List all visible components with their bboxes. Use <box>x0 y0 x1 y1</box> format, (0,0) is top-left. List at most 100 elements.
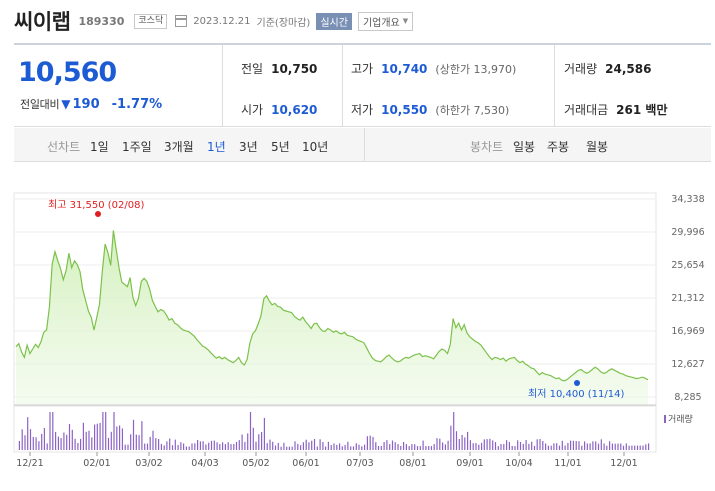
volume-bar <box>313 439 316 450</box>
volume-bar <box>99 423 101 450</box>
volume-bar <box>213 440 215 450</box>
tab-1w[interactable]: 1주일 <box>122 140 152 154</box>
quote-panel: 10,560 전일대비 ▼ 190 -1.77% 전일 10,750 시가 10… <box>14 43 711 127</box>
volume-bar <box>21 429 23 450</box>
stock-header: 씨이랩 189330 코스닥 2023.12.21 기준(장마감) 실시간 기업… <box>14 6 414 36</box>
volume-bar <box>606 445 608 450</box>
high-cell: 고가 10,740 (상한가 13,970) <box>351 60 516 77</box>
volume-bar <box>216 442 218 450</box>
low-marker <box>574 380 580 386</box>
realtime-button[interactable]: 실시간 <box>316 12 352 30</box>
volume-bar <box>46 443 48 450</box>
low-cell: 저가 10,550 (하한가 7,530) <box>351 101 509 118</box>
volume-bar <box>327 441 329 450</box>
volume-bar <box>105 412 107 450</box>
volume-bar <box>333 443 335 450</box>
volume-bar <box>80 438 82 450</box>
volume-bar <box>210 440 213 450</box>
tab-3m[interactable]: 3개월 <box>164 140 194 154</box>
volume-bar <box>625 443 627 450</box>
volume-bar <box>222 442 224 450</box>
volume-bar <box>230 444 232 450</box>
y-tick-label: 29,996 <box>671 227 704 238</box>
volume-bar <box>422 440 424 450</box>
volume-bar <box>249 412 252 450</box>
volume-bar <box>567 443 569 450</box>
volume-bar <box>135 434 137 450</box>
volume-bar <box>127 444 129 450</box>
volume-bar <box>503 444 505 450</box>
volume-bar <box>57 436 59 450</box>
tab-3y[interactable]: 3년 <box>239 140 258 154</box>
tab-monthly[interactable]: 월봉 <box>586 140 609 154</box>
tab-weekly[interactable]: 주봉 <box>547 140 570 154</box>
volume-bar <box>391 440 394 450</box>
volume-bar <box>494 442 497 450</box>
volume-bar <box>361 446 363 450</box>
volume-bar <box>171 445 174 450</box>
tab-1y[interactable]: 1년 <box>207 140 226 154</box>
volume-bar <box>247 433 249 450</box>
volume-bar <box>205 444 207 450</box>
volume-bar <box>286 446 288 450</box>
volume-bar <box>305 439 307 450</box>
volume-bar <box>302 442 304 450</box>
volume-bar <box>628 445 630 450</box>
volume-bar <box>636 445 639 450</box>
volume-bar <box>386 440 388 450</box>
volume-bar <box>394 442 396 450</box>
volume-bar <box>600 439 602 450</box>
volume-bar <box>183 443 185 450</box>
volume-bar <box>194 443 196 450</box>
company-info-dropdown[interactable]: 기업개요 ▼ <box>357 11 414 31</box>
volume-bar <box>500 444 502 450</box>
volume-value: 24,586 <box>605 61 652 76</box>
tab-daily[interactable]: 일봉 <box>513 140 536 154</box>
volume-bar <box>444 444 446 450</box>
volume-bar <box>24 435 26 450</box>
volume-bar <box>227 442 229 450</box>
volume-bar <box>60 438 62 450</box>
current-price-box: 10,560 전일대비 ▼ 190 -1.77% <box>14 45 223 127</box>
volume-bar <box>68 424 71 450</box>
volume-bar <box>517 440 519 450</box>
volume-bar <box>481 442 483 450</box>
price-area <box>16 230 648 405</box>
volume-legend-swatch <box>664 414 666 423</box>
volume-panel <box>13 405 657 453</box>
volume-bar <box>508 442 510 450</box>
tab-5y[interactable]: 5년 <box>271 140 290 154</box>
volume-bar <box>433 444 435 450</box>
y-tick-label: 8,285 <box>674 392 701 403</box>
volume-bar <box>380 446 382 450</box>
volume-bar <box>478 444 480 450</box>
prev-close-value: 10,750 <box>271 61 318 76</box>
volume-bar <box>74 438 76 450</box>
y-tick-label: 21,312 <box>671 293 704 304</box>
volume-bar <box>149 436 151 450</box>
volume-bar <box>542 441 544 450</box>
prev-close-cell: 전일 10,750 <box>241 60 317 77</box>
volume-bar <box>43 428 45 450</box>
volume-bar <box>475 443 477 450</box>
tab-1d[interactable]: 1일 <box>90 140 109 154</box>
volume-bar <box>316 446 318 450</box>
volume-bar <box>531 441 533 450</box>
high-label: 고가 <box>351 62 374 76</box>
volume-bar <box>614 443 616 450</box>
volume-bar <box>283 442 285 450</box>
volume-bar <box>166 441 168 450</box>
quote-date: 2023.12.21 <box>193 15 251 27</box>
x-tick-label: 03/02 <box>135 458 162 469</box>
volume-bar <box>416 446 419 450</box>
volume-bar <box>341 446 343 450</box>
volume-bar <box>472 443 474 450</box>
tab-10y[interactable]: 10년 <box>302 140 329 154</box>
volume-bar <box>467 431 469 450</box>
volume-bar <box>155 438 157 450</box>
volume-bar <box>486 439 488 450</box>
chart-period-tabs: 선차트 1일 1주일 3개월 1년 3년 5년 10년 봉차트 일봉 주봉 월봉 <box>14 128 711 162</box>
volume-bar <box>514 446 516 450</box>
company-info-label: 기업개요 <box>362 17 400 29</box>
